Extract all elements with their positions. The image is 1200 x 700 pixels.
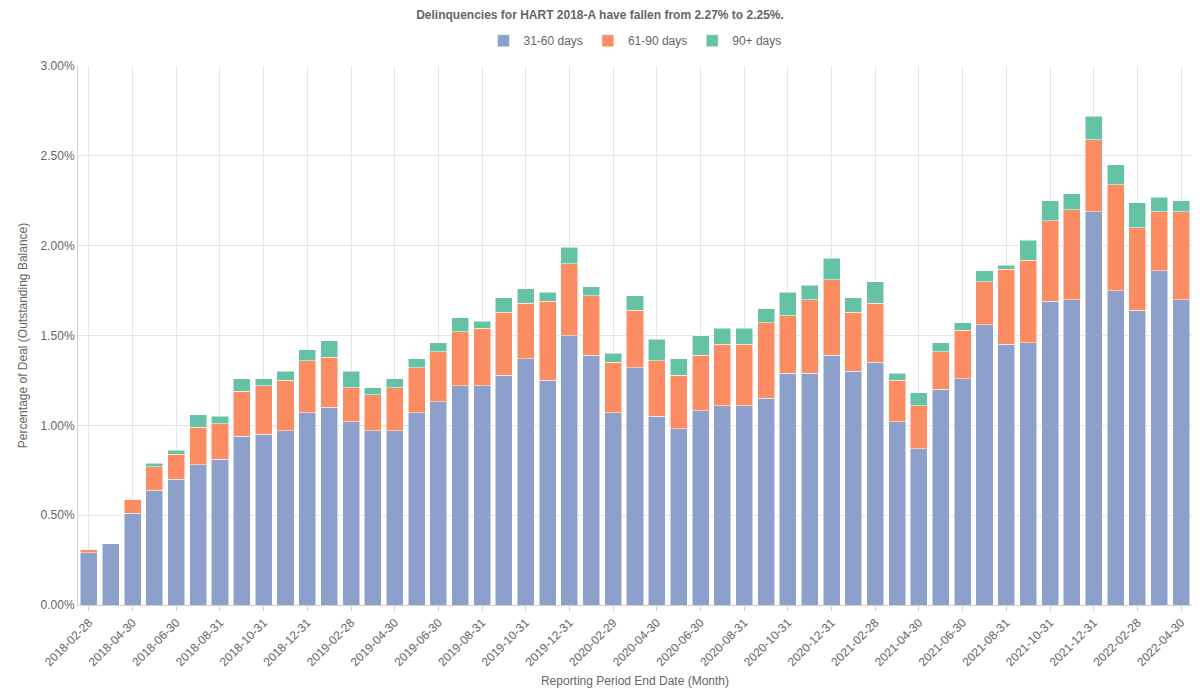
svg-text:2020-06-30: 2020-06-30 (654, 616, 708, 670)
svg-text:31-60 days: 31-60 days (524, 34, 583, 48)
svg-text:2021-06-30: 2021-06-30 (916, 616, 970, 670)
svg-text:0.00%: 0.00% (41, 598, 75, 612)
svg-text:2022-02-28: 2022-02-28 (1090, 616, 1144, 670)
svg-text:2019-06-30: 2019-06-30 (391, 616, 445, 670)
svg-text:3.00%: 3.00% (41, 59, 75, 73)
svg-text:2018-04-30: 2018-04-30 (86, 616, 140, 670)
svg-text:Reporting Period End Date (Mon: Reporting Period End Date (Month) (541, 674, 729, 688)
svg-text:2.00%: 2.00% (41, 239, 75, 253)
svg-text:2020-08-31: 2020-08-31 (697, 616, 751, 670)
svg-text:2018-12-31: 2018-12-31 (260, 616, 314, 670)
svg-text:2019-02-28: 2019-02-28 (304, 616, 358, 670)
svg-text:2021-10-31: 2021-10-31 (1003, 616, 1057, 670)
svg-text:2020-10-31: 2020-10-31 (741, 616, 795, 670)
svg-text:2020-02-29: 2020-02-29 (566, 616, 620, 670)
svg-text:Delinquencies for HART 2018-A: Delinquencies for HART 2018-A have falle… (416, 8, 784, 22)
svg-text:2021-04-30: 2021-04-30 (872, 616, 926, 670)
svg-text:2018-02-28: 2018-02-28 (42, 616, 96, 670)
svg-text:2021-08-31: 2021-08-31 (959, 616, 1013, 670)
svg-text:2018-10-31: 2018-10-31 (217, 616, 271, 670)
svg-text:2018-08-31: 2018-08-31 (173, 616, 227, 670)
svg-text:2019-04-30: 2019-04-30 (348, 616, 402, 670)
svg-text:61-90 days: 61-90 days (628, 34, 687, 48)
svg-text:1.50%: 1.50% (41, 329, 75, 343)
svg-text:2019-08-31: 2019-08-31 (435, 616, 489, 670)
svg-text:2020-12-31: 2020-12-31 (785, 616, 839, 670)
svg-text:2022-04-30: 2022-04-30 (1134, 616, 1188, 670)
svg-text:Percentage of Deal (Outstandin: Percentage of Deal (Outstanding Balance) (16, 223, 30, 448)
svg-text:90+ days: 90+ days (732, 34, 781, 48)
svg-text:2021-12-31: 2021-12-31 (1047, 616, 1101, 670)
svg-text:2.50%: 2.50% (41, 149, 75, 163)
svg-text:2018-06-30: 2018-06-30 (129, 616, 183, 670)
svg-text:2019-12-31: 2019-12-31 (523, 616, 577, 670)
svg-text:0.50%: 0.50% (41, 508, 75, 522)
svg-text:2019-10-31: 2019-10-31 (479, 616, 533, 670)
svg-text:2021-02-28: 2021-02-28 (828, 616, 882, 670)
svg-text:2020-04-30: 2020-04-30 (610, 616, 664, 670)
svg-text:1.00%: 1.00% (41, 419, 75, 433)
